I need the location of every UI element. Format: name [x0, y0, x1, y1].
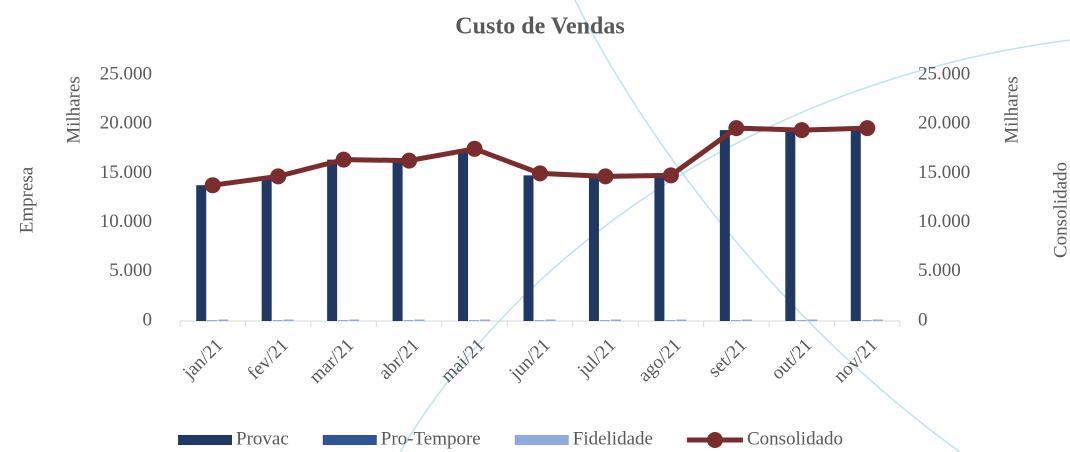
x-tick-label: mai/21	[437, 335, 489, 387]
bar	[872, 319, 883, 321]
line-marker	[662, 167, 679, 184]
legend-label: Consolidado	[747, 428, 843, 449]
line-marker	[401, 152, 418, 169]
y-tick-label: 0	[143, 309, 153, 330]
legend-swatch	[706, 432, 723, 448]
bar	[480, 319, 491, 321]
x-tick-label: nov/21	[830, 335, 882, 387]
bar	[807, 319, 818, 321]
y-tick-label: 5.000	[109, 260, 152, 281]
legend-swatch	[178, 435, 232, 445]
bar	[196, 185, 207, 321]
y2-tick-label: 5.000	[918, 260, 961, 281]
legend-label: Fidelidade	[573, 428, 653, 449]
bar	[349, 319, 360, 321]
line-marker	[335, 151, 352, 168]
x-tick-label: mar/21	[305, 335, 358, 388]
decor-curve	[574, 0, 961, 452]
bar	[327, 159, 338, 321]
x-tick-label: ago/21	[634, 335, 685, 386]
line-marker	[793, 122, 810, 139]
y-tick-label: 25.000	[100, 63, 152, 84]
x-tick-label: jan/21	[178, 335, 227, 384]
bar	[610, 319, 621, 321]
legend-swatch	[322, 435, 377, 445]
y-tick-label: 15.000	[100, 162, 152, 183]
bar	[218, 319, 229, 321]
y-tick-label: 10.000	[100, 211, 152, 232]
legend-label: Provac	[236, 428, 289, 449]
y2-tick-label: 0	[918, 309, 928, 330]
bar	[719, 130, 730, 321]
x-tick-label: set/21	[704, 335, 751, 382]
bar	[392, 160, 403, 321]
bar	[850, 127, 861, 321]
y2-outer-label: Consolidado	[1050, 162, 1070, 258]
bar	[676, 319, 687, 321]
bar	[545, 319, 556, 321]
line-marker	[466, 140, 483, 157]
bar	[785, 130, 796, 321]
legend-label: Pro-Tempore	[381, 428, 481, 449]
x-tick-label: jul/21	[573, 335, 620, 382]
bar	[261, 178, 272, 321]
y2-tick-label: 20.000	[918, 113, 970, 134]
line-marker	[270, 168, 287, 185]
y2-tick-label: 10.000	[918, 211, 970, 232]
y2-tick-label: 15.000	[918, 162, 970, 183]
x-tick-label: out/21	[767, 335, 816, 384]
y-tick-label: 20.000	[100, 113, 152, 134]
x-tick-label: jun/21	[505, 335, 555, 385]
line-marker	[204, 177, 221, 194]
y2-axis-label: Milhares	[1001, 76, 1022, 144]
legend-swatch	[514, 435, 569, 445]
bar	[283, 319, 294, 321]
x-tick-label: fev/21	[244, 335, 293, 384]
line-marker	[859, 120, 876, 137]
decor-curve	[399, 39, 1070, 452]
bar	[414, 319, 425, 321]
line-marker	[728, 120, 745, 137]
bar	[741, 319, 752, 321]
line-marker	[532, 165, 548, 182]
bar	[458, 149, 469, 321]
bar	[654, 177, 665, 321]
chart-title: Custo de Vendas	[455, 14, 624, 40]
bar	[523, 175, 534, 321]
y2-tick-label: 25.000	[918, 63, 970, 84]
line-marker	[597, 168, 614, 185]
x-tick-label: abr/21	[375, 335, 424, 384]
bar	[588, 176, 599, 321]
y-outer-label: Empresa	[16, 166, 37, 233]
y-axis-label: Milhares	[63, 76, 84, 144]
